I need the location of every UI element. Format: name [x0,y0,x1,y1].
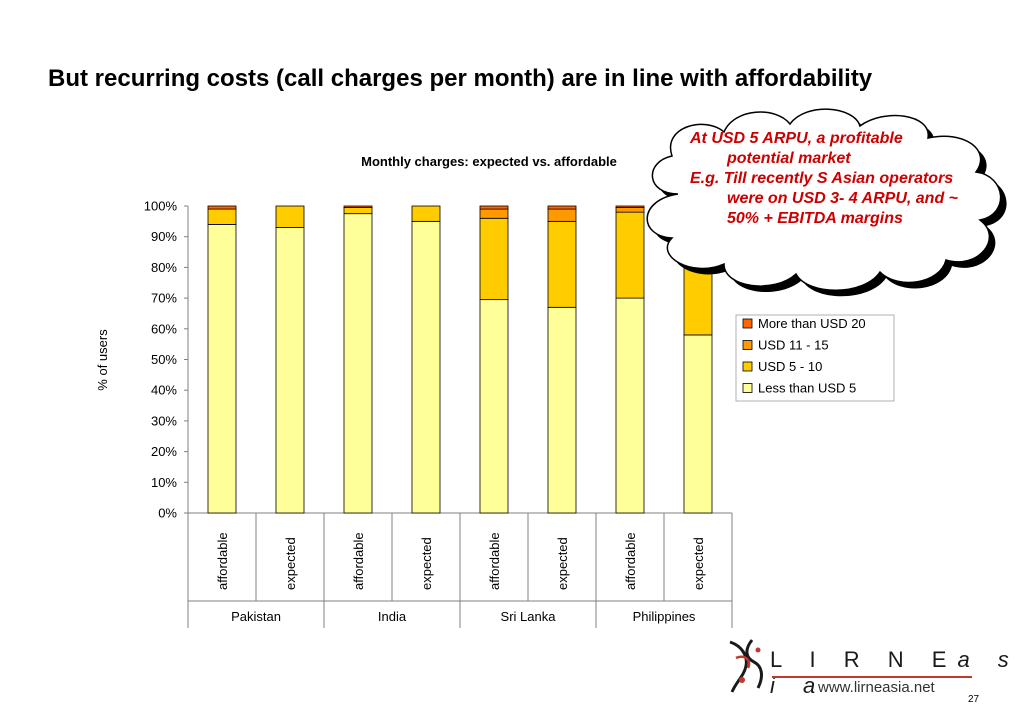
bar-segment [479,205,509,210]
y-tick-label: 100% [144,199,178,214]
y-tick-label: 80% [151,260,177,275]
bar-segment [343,207,373,215]
legend-swatch [742,340,753,350]
x-category-label: affordable [487,532,502,590]
legend-swatch [742,318,753,329]
lirneasia-logo-icon [729,639,763,693]
x-category-label: expected [555,537,570,590]
legend-label: USD 11 - 15 [758,338,829,353]
legend-swatch [742,383,753,393]
page-number: 27 [968,694,980,705]
legend-label: Less than USD 5 [758,381,856,396]
bar-segment [683,334,713,514]
bar-segment [547,205,577,210]
y-tick-label: 70% [151,291,177,306]
x-category-label: affordable [623,532,638,590]
bar-segment [207,205,237,210]
y-tick-label: 20% [151,444,177,459]
x-group-label: India [378,609,407,624]
x-group-label: Pakistan [231,609,281,624]
bar-segment [547,220,577,308]
x-category-label: expected [283,537,298,590]
bar-segment [479,208,509,219]
legend-swatch [742,361,753,372]
bar-segment [275,205,305,228]
logo-url: www.lirneasia.net [818,679,935,696]
bar-segment [547,306,577,514]
x-category-label: affordable [215,532,230,590]
y-tick-label: 90% [151,229,177,244]
callout-text: At USD 5 ARPU, a profitable potential ma… [690,129,960,229]
cloud-callout-shape [646,108,1007,297]
bar-segment [615,297,645,514]
x-category-label: expected [691,537,706,590]
y-axis-label: % of users [95,329,110,391]
bar-segment [207,208,237,225]
callout-line: E.g. Till recently S Asian operators wer… [690,170,959,227]
bar-segment [343,205,373,208]
bar-segment [615,211,645,299]
y-tick-label: 60% [151,321,177,336]
bar-segment [615,205,645,208]
legend-box [735,314,895,402]
cloud-body [646,108,1002,291]
x-group-label: Philippines [633,609,696,624]
y-tick-label: 40% [151,383,177,398]
logo-word-bold: L I R N E [770,647,958,672]
bar-segment [547,208,577,222]
bar-segment [275,227,305,514]
legend-label: USD 5 - 10 [758,359,822,374]
x-category-label: expected [419,537,434,590]
y-tick-label: 10% [151,475,177,490]
bar-segment [411,220,441,514]
slide-title: But recurring costs (call charges per mo… [48,65,873,92]
legend-label: More than USD 20 [758,316,866,331]
callout-line: At USD 5 ARPU, a profitable potential ma… [690,130,903,167]
x-category-label: affordable [351,532,366,590]
chart-title: Monthly charges: expected vs. affordable [361,154,617,169]
y-tick-label: 0% [158,506,177,521]
bar-segment [207,224,237,514]
y-tick-label: 50% [151,352,177,367]
bar-segment [343,213,373,514]
bar-segment [411,205,441,222]
y-tick-label: 30% [151,413,177,428]
bar-segment [479,299,509,514]
bar-segment [479,217,509,301]
logo-underline [772,676,972,678]
x-group-label: Sri Lanka [501,609,557,624]
